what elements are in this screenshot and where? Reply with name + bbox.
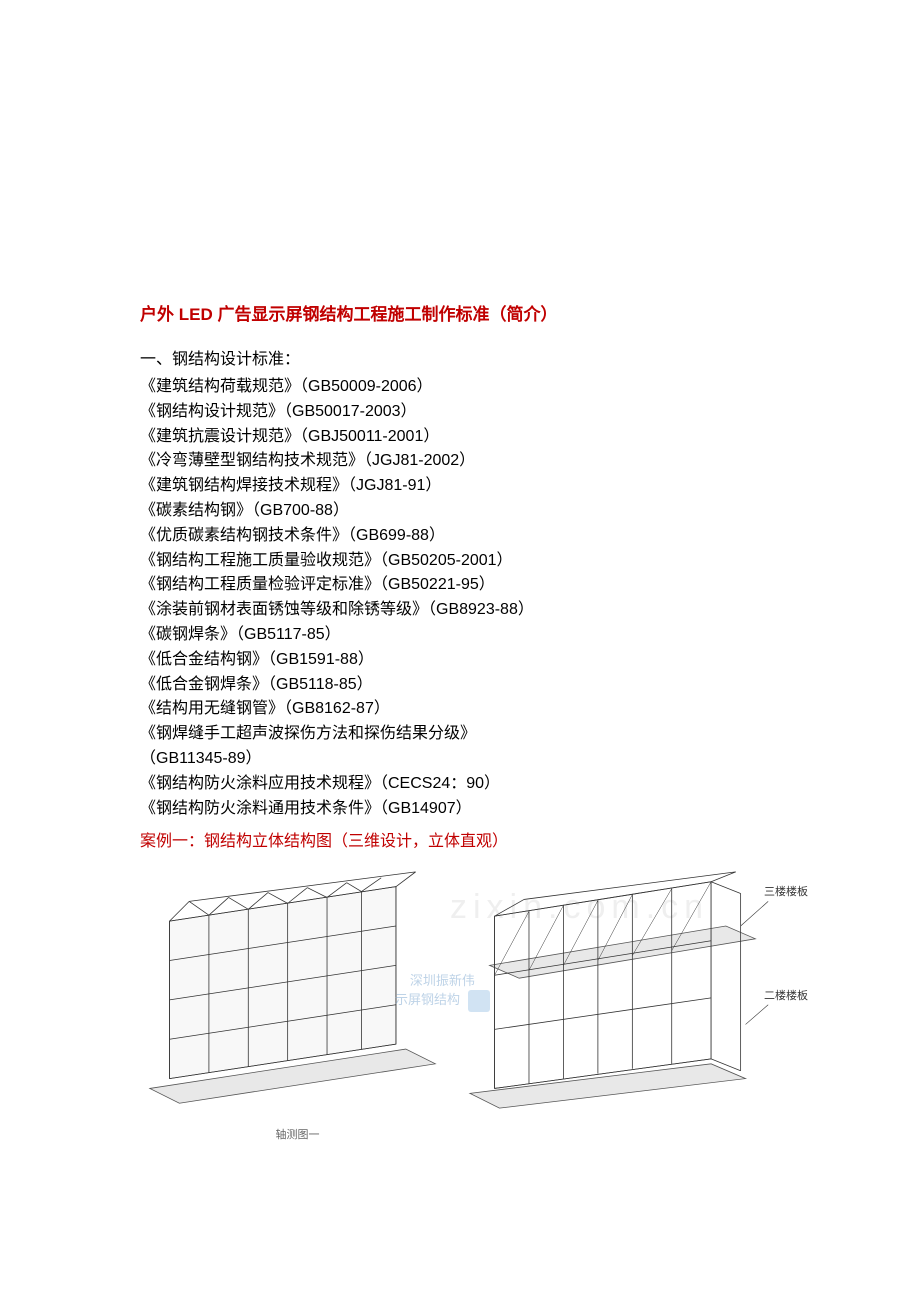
document-title: 户外 LED 广告显示屏钢结构工程施工制作标准（简介） [140,300,780,325]
standard-line: 《钢结构防火涂料应用技术规程》（CECS24：90） [140,772,780,797]
standard-line: 《涂装前钢材表面锈蚀等级和除锈等级》（GB8923-88） [140,598,780,623]
isometric-structure-right [465,865,780,1115]
left-diagram-caption: 轴测图一 [140,1126,455,1142]
standard-line: 《建筑钢结构焊接技术规程》（JGJ81-91） [140,474,780,499]
diagram-right-panel: 三楼楼板 二楼楼板 [465,865,780,1115]
standard-line: 《钢结构防火涂料通用技术条件》（GB14907） [140,797,780,822]
standard-line: 《钢焊缝手工超声波探伤方法和探伤结果分级》 [140,722,780,747]
diagram-area: 深圳振新伟 示屏钢结构 [140,865,780,1115]
standards-list: 《建筑结构荷载规范》（GB50009-2006）《钢结构设计规范》（GB5001… [140,375,780,821]
standard-line: 《建筑结构荷载规范》（GB50009-2006） [140,375,780,400]
standard-line: 《低合金结构钢》（GB1591-88） [140,648,780,673]
section-header: 一、钢结构设计标准： [140,345,780,369]
label-floor2: 二楼楼板 [764,987,808,1003]
standard-line: 《建筑抗震设计规范》（GBJ50011-2001） [140,425,780,450]
standard-line: 《低合金钢焊条》（GB5118-85） [140,673,780,698]
standard-line: 《结构用无缝钢管》（GB8162-87） [140,697,780,722]
isometric-structure-left [140,865,455,1115]
standard-line: 《冷弯薄壁型钢结构技术规范》（JGJ81-2002） [140,449,780,474]
standard-line: 《优质碳素结构钢技术条件》（GB699-88） [140,524,780,549]
standard-line: （GB11345-89） [140,747,780,772]
diagram-left-panel: 轴测图一 [140,865,455,1115]
case-title: 案例一：钢结构立体结构图（三维设计，立体直观） [140,827,780,851]
standard-line: 《钢结构工程施工质量验收规范》（GB50205-2001） [140,549,780,574]
label-floor3: 三楼楼板 [764,883,808,899]
standard-line: 《钢结构工程质量检验评定标准》（GB50221-95） [140,573,780,598]
standard-line: 《碳钢焊条》（GB5117-85） [140,623,780,648]
standard-line: 《钢结构设计规范》（GB50017-2003） [140,400,780,425]
standard-line: 《碳素结构钢》（GB700-88） [140,499,780,524]
